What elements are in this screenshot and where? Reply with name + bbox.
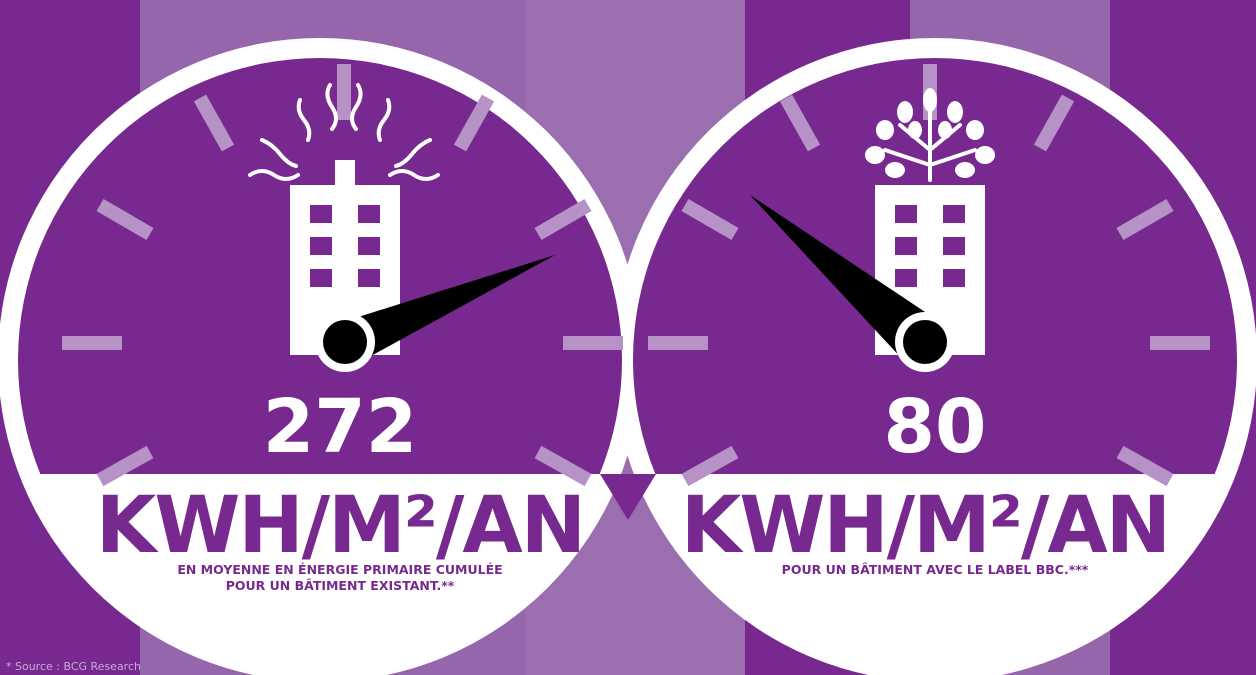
gauge-value: 80: [884, 384, 987, 470]
gauge-left: [0, 38, 1256, 675]
footer-note: * Source : BCG Research: [6, 660, 141, 673]
gauge-unit: KWH/M²/AN: [96, 481, 584, 571]
gauge-caption: EN MOYENNE EN ÉNERGIE PRIMAIRE CUMULÉE: [177, 562, 502, 577]
gauge-value: 272: [263, 384, 417, 470]
gauge-caption: POUR UN BÂTIMENT AVEC LE LABEL BBC.***: [782, 562, 1089, 577]
gauge-unit: KWH/M²/AN: [681, 481, 1169, 571]
gauge-caption: POUR UN BÂTIMENT EXISTANT.**: [226, 578, 455, 593]
